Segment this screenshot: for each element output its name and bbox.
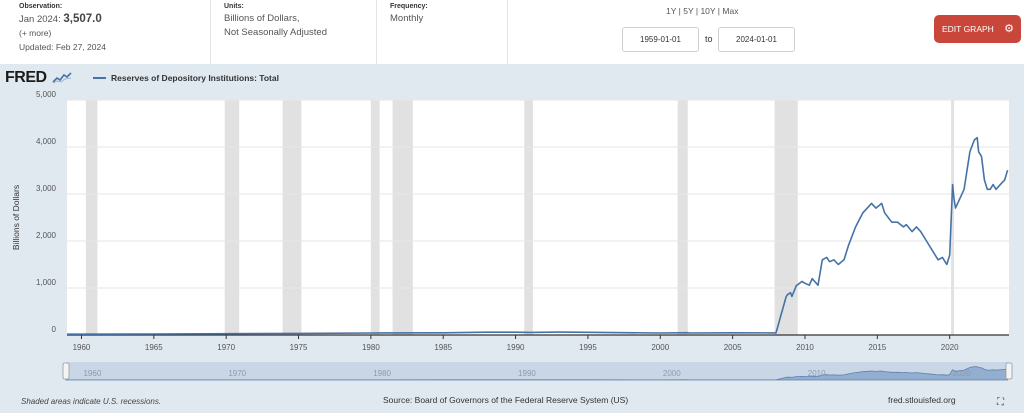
- legend-swatch: [93, 77, 106, 79]
- units-line-2: Not Seasonally Adjusted: [224, 27, 327, 38]
- navigator-track: [66, 362, 1009, 380]
- frequency-value: Monthly: [390, 13, 424, 24]
- y-tick-label: 2,000: [36, 231, 57, 240]
- y-tick-label: 3,000: [36, 184, 57, 193]
- x-tick-label: 1970: [217, 343, 235, 352]
- units-line-1: Billions of Dollars,: [224, 13, 300, 24]
- range-max-link[interactable]: Max: [722, 6, 739, 16]
- navigator-handle-left[interactable]: [62, 362, 70, 380]
- recession-band: [951, 100, 955, 335]
- navigator-label: 2020: [953, 369, 971, 378]
- frequency-block: Frequency: Monthly: [377, 0, 507, 64]
- recession-note: Shaded areas indicate U.S. recessions.: [21, 397, 162, 406]
- recession-band: [85, 100, 98, 335]
- range-selector: 1Y | 5Y | 10Y | Max: [666, 6, 738, 16]
- plot-background: [67, 100, 1009, 335]
- navigator-label: 1960: [83, 369, 101, 378]
- divider: [210, 0, 211, 64]
- y-tick-label: 0: [52, 325, 57, 334]
- x-tick-label: 2020: [941, 343, 959, 352]
- source-note: Source: Board of Governors of the Federa…: [383, 395, 629, 405]
- x-tick-label: 1975: [290, 343, 308, 352]
- x-tick-label: 2005: [724, 343, 742, 352]
- observation-date: Jan 2024:: [19, 14, 61, 25]
- edit-graph-label: EDIT GRAPH: [942, 24, 994, 34]
- navigator-handle-right[interactable]: [1005, 362, 1013, 380]
- recession-band: [524, 100, 533, 335]
- fred-logo-text: FRED: [5, 69, 47, 86]
- recession-band: [282, 100, 302, 335]
- recession-band: [677, 100, 688, 335]
- observation-block: Observation: Jan 2024: 3,507.0 (+ more) …: [0, 0, 210, 64]
- x-tick-label: 2010: [796, 343, 814, 352]
- start-date-input[interactable]: 1959-01-01: [622, 27, 699, 52]
- chart-title: Reserves of Depository Institutions: Tot…: [111, 73, 279, 83]
- y-tick-label: 5,000: [36, 90, 57, 99]
- frequency-label: Frequency:: [390, 3, 428, 10]
- plot-area: 0 1,000 2,000 3,000 4,000 5,000 1960 1965 1970 19…: [11, 90, 1009, 352]
- recession-band: [774, 100, 798, 335]
- x-tick-label: 2015: [868, 343, 886, 352]
- end-date-input[interactable]: 2024-01-01: [718, 27, 795, 52]
- range-separator: |: [717, 6, 721, 16]
- navigator-label: 1980: [373, 369, 391, 378]
- recession-band: [392, 100, 413, 335]
- x-tick-label: 2000: [651, 343, 669, 352]
- updated-date: Updated: Feb 27, 2024: [19, 42, 106, 52]
- observation-line: Jan 2024: 3,507.0: [19, 12, 102, 27]
- range-10y-link[interactable]: 10Y: [700, 6, 716, 16]
- x-tick-label: 1985: [434, 343, 452, 352]
- to-label: to: [705, 34, 713, 44]
- fred-logo-graph-icon: [51, 72, 72, 84]
- divider: [376, 0, 377, 64]
- navigator[interactable]: 1960 1970 1980 1990 2000 2010 2020: [62, 362, 1013, 381]
- more-link[interactable]: (+ more): [19, 28, 52, 38]
- edit-graph-button[interactable]: EDIT GRAPH ⚙: [934, 15, 1021, 43]
- fullscreen-icon[interactable]: ⛶: [997, 397, 1004, 408]
- divider: [507, 0, 508, 64]
- observation-value: 3,507.0: [63, 13, 102, 25]
- info-header: Observation: Jan 2024: 3,507.0 (+ more) …: [0, 0, 1024, 64]
- range-1y-link[interactable]: 1Y: [666, 6, 677, 16]
- navigator-series-area: [65, 366, 1008, 381]
- y-tick-label: 4,000: [36, 137, 57, 146]
- observation-label: Observation:: [19, 3, 63, 10]
- x-tick-label: 1965: [145, 343, 163, 352]
- x-tick-label: 1995: [579, 343, 597, 352]
- y-tick-label: 1,000: [36, 278, 57, 287]
- navigator-label: 2000: [663, 369, 681, 378]
- range-separator: |: [678, 6, 681, 16]
- units-block: Units: Billions of Dollars, Not Seasonal…: [211, 0, 376, 64]
- fred-logo: FRED: [5, 69, 72, 87]
- navigator-label: 1990: [518, 369, 536, 378]
- navigator-label: 2010: [808, 369, 826, 378]
- navigator-label: 1970: [228, 369, 246, 378]
- recession-band: [370, 100, 380, 335]
- site-link[interactable]: fred.stlouisfed.org: [888, 395, 956, 405]
- units-label: Units:: [224, 3, 244, 10]
- x-tick-label: 1980: [362, 343, 380, 352]
- y-axis-label: Billions of Dollars: [11, 185, 21, 250]
- range-separator: |: [695, 6, 699, 16]
- range-5y-link[interactable]: 5Y: [683, 6, 694, 16]
- x-tick-label: 1990: [507, 343, 525, 352]
- x-tick-label: 1960: [73, 343, 91, 352]
- gear-icon: ⚙: [1004, 23, 1014, 35]
- chart-panel: FRED Reserves of Depository Institutions…: [0, 64, 1024, 413]
- recession-band: [224, 100, 240, 335]
- series-line: [66, 136, 1009, 336]
